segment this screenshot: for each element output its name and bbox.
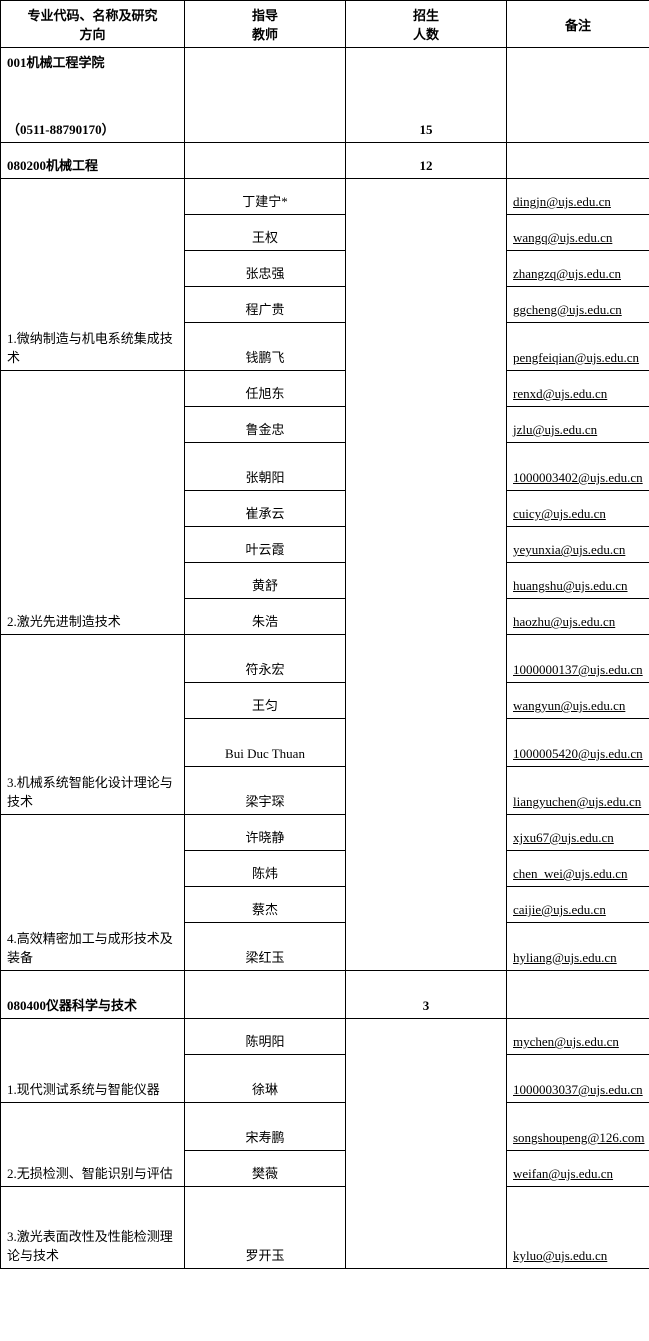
teacher: 崔承云 — [185, 491, 346, 527]
teacher: 张朝阳 — [185, 443, 346, 491]
email-link[interactable]: songshoupeng@126.com — [513, 1130, 645, 1145]
email-link[interactable]: 1000000137@ujs.edu.cn — [513, 662, 643, 677]
email-link[interactable]: wangq@ujs.edu.cn — [513, 230, 612, 245]
dept-cell: 001机械工程学院（0511-88790170） — [1, 48, 185, 143]
email-link[interactable]: liangyuchen@ujs.edu.cn — [513, 794, 641, 809]
email-link[interactable]: ggcheng@ujs.edu.cn — [513, 302, 622, 317]
email-link[interactable]: mychen@ujs.edu.cn — [513, 1034, 619, 1049]
major-row: 080200机械工程 12 — [1, 143, 649, 179]
teacher: 钱鹏飞 — [185, 323, 346, 371]
teacher: 许晓静 — [185, 815, 346, 851]
h-col3: 招生人数 — [346, 1, 507, 48]
email-link[interactable]: chen_wei@ujs.edu.cn — [513, 866, 628, 881]
h-col2: 指导教师 — [185, 1, 346, 48]
major-code: 080200机械工程 — [1, 143, 185, 179]
teacher: 张忠强 — [185, 251, 346, 287]
email-link[interactable]: hyliang@ujs.edu.cn — [513, 950, 617, 965]
teacher: 樊薇 — [185, 1151, 346, 1187]
teacher: 符永宏 — [185, 635, 346, 683]
email-link[interactable]: haozhu@ujs.edu.cn — [513, 614, 615, 629]
major-code: 080400仪器科学与技术 — [1, 971, 185, 1019]
email-link[interactable]: dingjn@ujs.edu.cn — [513, 194, 611, 209]
teacher: 罗开玉 — [185, 1187, 346, 1269]
h-col4: 备注 — [507, 1, 649, 48]
major-row: 080400仪器科学与技术 3 — [1, 971, 649, 1019]
teacher: 陈炜 — [185, 851, 346, 887]
teacher: 王匀 — [185, 683, 346, 719]
teacher: 梁红玉 — [185, 923, 346, 971]
email-link[interactable]: wangyun@ujs.edu.cn — [513, 698, 625, 713]
email-link[interactable]: pengfeiqian@ujs.edu.cn — [513, 350, 639, 365]
teacher: 徐琳 — [185, 1055, 346, 1103]
teacher: 叶云霞 — [185, 527, 346, 563]
email-link[interactable]: cuicy@ujs.edu.cn — [513, 506, 606, 521]
dir-name: 1.微纳制造与机电系统集成技术 — [1, 179, 185, 371]
dir-name: 2.无损检测、智能识别与评估 — [1, 1103, 185, 1187]
email-link[interactable]: 1000003402@ujs.edu.cn — [513, 470, 643, 485]
email-link[interactable]: 1000003037@ujs.edu.cn — [513, 1082, 643, 1097]
teacher: 朱浩 — [185, 599, 346, 635]
email-link[interactable]: 1000005420@ujs.edu.cn — [513, 746, 643, 761]
email-link[interactable]: zhangzq@ujs.edu.cn — [513, 266, 621, 281]
teacher: 鲁金忠 — [185, 407, 346, 443]
teacher: 王权 — [185, 215, 346, 251]
email-link[interactable]: renxd@ujs.edu.cn — [513, 386, 607, 401]
dept-row: 001机械工程学院（0511-88790170） 15 — [1, 48, 649, 143]
teacher: Bui Duc Thuan — [185, 719, 346, 767]
dir-name: 4.高效精密加工与成形技术及装备 — [1, 815, 185, 971]
teacher: 程广贵 — [185, 287, 346, 323]
teacher: 陈明阳 — [185, 1019, 346, 1055]
teacher: 黄舒 — [185, 563, 346, 599]
dir-name: 2.激光先进制造技术 — [1, 371, 185, 635]
email-link[interactable]: kyluo@ujs.edu.cn — [513, 1248, 607, 1263]
major-count: 3 — [346, 971, 507, 1019]
email-link[interactable]: caijie@ujs.edu.cn — [513, 902, 606, 917]
teacher: 蔡杰 — [185, 887, 346, 923]
email-link[interactable]: jzlu@ujs.edu.cn — [513, 422, 597, 437]
major-count: 12 — [346, 143, 507, 179]
email-link[interactable]: weifan@ujs.edu.cn — [513, 1166, 613, 1181]
header-row: 专业代码、名称及研究方向 指导教师 招生人数 备注 — [1, 1, 649, 48]
email-link[interactable]: xjxu67@ujs.edu.cn — [513, 830, 614, 845]
dir-name: 3.激光表面改性及性能检测理论与技术 — [1, 1187, 185, 1269]
admissions-table: 专业代码、名称及研究方向 指导教师 招生人数 备注 001机械工程学院（0511… — [0, 0, 649, 1269]
email-link[interactable]: huangshu@ujs.edu.cn — [513, 578, 628, 593]
teacher: 丁建宁* — [185, 179, 346, 215]
h-col1: 专业代码、名称及研究方向 — [1, 1, 185, 48]
dir-name: 1.现代测试系统与智能仪器 — [1, 1019, 185, 1103]
teacher: 任旭东 — [185, 371, 346, 407]
teacher: 梁宇琛 — [185, 767, 346, 815]
dept-count: 15 — [346, 48, 507, 143]
email-link[interactable]: yeyunxia@ujs.edu.cn — [513, 542, 625, 557]
dir-name: 3.机械系统智能化设计理论与技术 — [1, 635, 185, 815]
teacher: 宋寿鹏 — [185, 1103, 346, 1151]
